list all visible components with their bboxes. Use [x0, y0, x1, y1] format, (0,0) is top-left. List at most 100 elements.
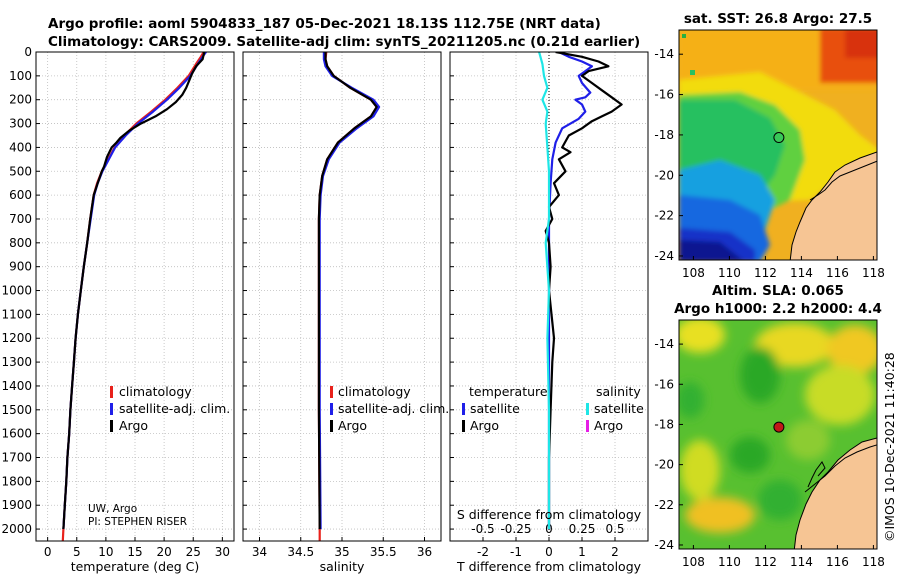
x-tick-label: 30	[215, 545, 230, 559]
y-tick-label: 800	[9, 236, 32, 250]
sla-map-title: Altim. SLA: 0.065	[712, 283, 844, 299]
map-y-tick-label: -24	[654, 249, 674, 263]
legend-swatch-satellite	[330, 403, 333, 415]
map-y-tick-label: -16	[654, 88, 674, 102]
argo-location-marker	[773, 421, 785, 433]
x-tick-label: 34	[252, 545, 267, 559]
map-x-tick-label: 118	[862, 555, 885, 569]
y-tick-label: 1700	[1, 451, 32, 465]
sst-map: sat. SST: 26.8 Argo: 27.5 108 110 112	[654, 11, 884, 280]
map-y-tick-label: -18	[654, 128, 674, 142]
x-tick-label: 35.5	[370, 545, 397, 559]
map-y-tick-label: -22	[654, 498, 674, 512]
x-tick-label: 2	[611, 545, 619, 559]
map-x-tick-label: 110	[718, 266, 741, 280]
x-tick-label: 0	[545, 545, 553, 559]
x-tick-label: 35	[334, 545, 349, 559]
salinity-diff-legend: salinity satellite Argo	[586, 384, 644, 433]
credit-line-1: UW, Argo	[88, 503, 137, 515]
map-x-tick-label: 108	[682, 555, 705, 569]
salinity-profile-chart: 34 34.5 35 35.5 36 salinity climatology sate…	[242, 51, 449, 574]
y-tick-label: 1800	[1, 474, 32, 488]
sla-map: Altim. SLA: 0.065 Argo h1000: 2.2 h2000:…	[654, 283, 884, 569]
legend-swatch-argo	[330, 420, 333, 432]
y-tick-label: 1500	[1, 403, 32, 417]
sla-map-subtitle: Argo h1000: 2.2 h2000: 4.4	[674, 301, 882, 317]
legend-label-climatology: climatology	[338, 384, 411, 399]
legend-swatch-argo	[110, 420, 113, 432]
map-x-tick-label: 116	[826, 266, 849, 280]
sst-map-frame	[678, 29, 878, 261]
legend-header-salinity: salinity	[596, 384, 641, 399]
legend-label-s-satellite: satellite	[594, 401, 644, 416]
y-tick-label: 600	[9, 188, 32, 202]
sla-field-blobs	[679, 320, 877, 533]
legend-swatch-t-satellite	[462, 403, 465, 415]
map-y-tick-label: -16	[654, 377, 674, 391]
temperature-xlabel: temperature (deg C)	[71, 559, 200, 574]
land-australia	[793, 437, 877, 549]
bathymetry-contour	[809, 160, 877, 201]
legend-label-t-satellite: satellite	[470, 401, 520, 416]
x-tick-label: 10	[98, 545, 113, 559]
x-tick-label: 20	[156, 545, 171, 559]
y-tick-label: 100	[9, 69, 32, 83]
series-line-argo	[317, 52, 378, 530]
y-tick-label: 500	[9, 164, 32, 178]
s-tick-label: -0.5	[471, 522, 494, 536]
island-outline	[807, 461, 826, 488]
map-y-tick-label: -14	[654, 47, 674, 61]
s-tick-label: -0.25	[500, 522, 531, 536]
legend-label-t-argo: Argo	[470, 418, 499, 433]
difference-s-xlabel: S difference from climatology	[457, 507, 642, 522]
argo-location-marker	[773, 132, 785, 144]
y-tick-label: 300	[9, 117, 32, 131]
y-tick-label: 1400	[1, 379, 32, 393]
y-tick-label: 200	[9, 93, 32, 107]
temperature-diff-legend: temperature satellite Argo	[462, 384, 548, 433]
x-tick-label: 15	[127, 545, 142, 559]
sst-map-title: sat. SST: 26.8 Argo: 27.5	[684, 11, 872, 27]
legend-swatch-s-satellite	[586, 403, 589, 415]
sst-pixel	[690, 70, 695, 75]
legend-label-satellite: satellite-adj. clim.	[338, 401, 449, 416]
map-x-tick-label: 116	[826, 555, 849, 569]
y-tick-label: 1000	[1, 284, 32, 298]
map-y-tick-label: -24	[654, 538, 674, 552]
y-tick-label: 0	[24, 45, 32, 59]
sla-map-frame	[678, 319, 878, 550]
difference-axes-frame	[449, 51, 649, 542]
salinity-xlabel: salinity	[320, 559, 365, 574]
legend-swatch-climatology	[110, 386, 113, 398]
legend-label-satellite: satellite-adj. clim.	[119, 401, 230, 416]
legend-header-temperature: temperature	[469, 384, 548, 399]
s-tick-label: 0.25	[569, 522, 596, 536]
y-tick-label: 1900	[1, 498, 32, 512]
imos-watermark: ©IMOS 10-Dec-2021 11:40:28	[882, 352, 897, 542]
map-x-tick-label: 108	[682, 266, 705, 280]
legend-label-argo: Argo	[338, 418, 367, 433]
bathymetry-contour	[804, 444, 877, 493]
y-tick-label: 700	[9, 212, 32, 226]
y-tick-label: 900	[9, 260, 32, 274]
y-tick-label: 1100	[1, 307, 32, 321]
map-y-tick-label: -20	[654, 168, 674, 182]
x-tick-label: -1	[510, 545, 522, 559]
temperature-profile-chart: 0100200300400500600700800900100011001200…	[1, 45, 235, 574]
title-line-1: Argo profile: aoml 5904833_187 05-Dec-20…	[48, 16, 601, 32]
map-y-tick-label: -22	[654, 209, 674, 223]
map-y-tick-label: -18	[654, 417, 674, 431]
temperature-axes-frame	[35, 51, 235, 542]
series-line-argo	[62, 52, 206, 530]
y-tick-label: 1300	[1, 355, 32, 369]
map-x-tick-label: 110	[718, 555, 741, 569]
y-tick-label: 1600	[1, 427, 32, 441]
map-x-tick-label: 112	[754, 555, 777, 569]
legend-swatch-t-argo	[462, 420, 465, 432]
series-line-salinity-satellite	[538, 52, 551, 530]
map-x-tick-label: 114	[790, 555, 813, 569]
difference-xlabel: T difference from climatology	[456, 559, 642, 574]
land-australia	[789, 151, 877, 260]
x-tick-label: 1	[578, 545, 586, 559]
x-tick-label: 0	[44, 545, 52, 559]
